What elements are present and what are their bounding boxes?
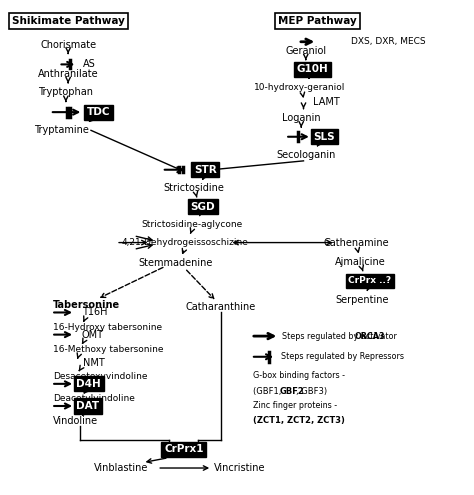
Text: T16H: T16H — [82, 307, 107, 317]
Text: OMT: OMT — [82, 330, 104, 340]
Text: Loganin: Loganin — [282, 113, 320, 123]
Text: Serpentine: Serpentine — [335, 295, 389, 305]
Text: Cathenamine: Cathenamine — [323, 238, 389, 248]
Text: GBF2: GBF2 — [280, 387, 304, 396]
Text: ORCA3: ORCA3 — [354, 332, 385, 341]
Text: (GBF1,: (GBF1, — [253, 387, 284, 396]
Text: 4,21-Dehydrogeissoschizine: 4,21-Dehydrogeissoschizine — [121, 238, 248, 247]
Text: Shikimate Pathway: Shikimate Pathway — [12, 16, 125, 26]
Text: G-box binding factors -: G-box binding factors - — [253, 371, 345, 380]
Text: , GBF3): , GBF3) — [296, 387, 328, 396]
Text: Anthranilate: Anthranilate — [38, 69, 99, 79]
Text: Strictosidine-aglycone: Strictosidine-aglycone — [141, 220, 242, 229]
Text: Catharanthine: Catharanthine — [185, 301, 255, 311]
Text: Steps regulated by activator: Steps regulated by activator — [282, 332, 400, 341]
Text: Ajmalicine: Ajmalicine — [335, 257, 386, 267]
Text: D4H: D4H — [76, 379, 101, 389]
Text: Tryptophan: Tryptophan — [38, 88, 93, 98]
Text: STR: STR — [194, 165, 217, 175]
Text: D4H: D4H — [82, 379, 103, 389]
Text: Desacetoxyvindoline: Desacetoxyvindoline — [53, 372, 147, 381]
Text: TDC: TDC — [87, 107, 110, 117]
Text: 10-hydroxy-geraniol: 10-hydroxy-geraniol — [254, 83, 346, 92]
Text: SGD: SGD — [191, 201, 215, 212]
Text: Strictosidine: Strictosidine — [164, 184, 224, 194]
Text: Tabersonine: Tabersonine — [53, 300, 120, 310]
Text: Vindoline: Vindoline — [53, 416, 98, 426]
Text: LAMT: LAMT — [313, 98, 339, 107]
Text: Steps regulated by Repressors: Steps regulated by Repressors — [281, 352, 404, 361]
Text: AS: AS — [83, 59, 96, 69]
Text: Zinc finger proteins -: Zinc finger proteins - — [253, 401, 337, 410]
Text: (ZCT1, ZCT2, ZCT3): (ZCT1, ZCT2, ZCT3) — [253, 416, 345, 425]
Text: Vinblastine: Vinblastine — [93, 463, 148, 473]
Text: NMT: NMT — [83, 358, 105, 368]
Text: MEP Pathway: MEP Pathway — [278, 16, 356, 26]
Text: DXS, DXR, MECS: DXS, DXR, MECS — [352, 37, 426, 46]
Text: SLS: SLS — [314, 132, 335, 142]
Text: DAT: DAT — [76, 401, 100, 411]
Text: Secologanin: Secologanin — [276, 150, 336, 160]
Text: Geraniol: Geraniol — [285, 46, 327, 55]
Text: CrPrx ..?: CrPrx ..? — [348, 277, 392, 286]
Text: Stemmadenine: Stemmadenine — [138, 258, 213, 268]
Text: Deacetylvindoline: Deacetylvindoline — [53, 394, 135, 403]
Text: Vincristine: Vincristine — [214, 463, 265, 473]
Text: 16-Methoxy tabersonine: 16-Methoxy tabersonine — [53, 345, 164, 354]
Text: Chorismate: Chorismate — [40, 40, 96, 50]
Text: G10H: G10H — [297, 64, 328, 74]
Text: 16-Hydroxy tabersonine: 16-Hydroxy tabersonine — [53, 323, 162, 332]
Text: Tryptamine: Tryptamine — [34, 125, 89, 135]
Text: CrPrx1: CrPrx1 — [164, 445, 203, 454]
